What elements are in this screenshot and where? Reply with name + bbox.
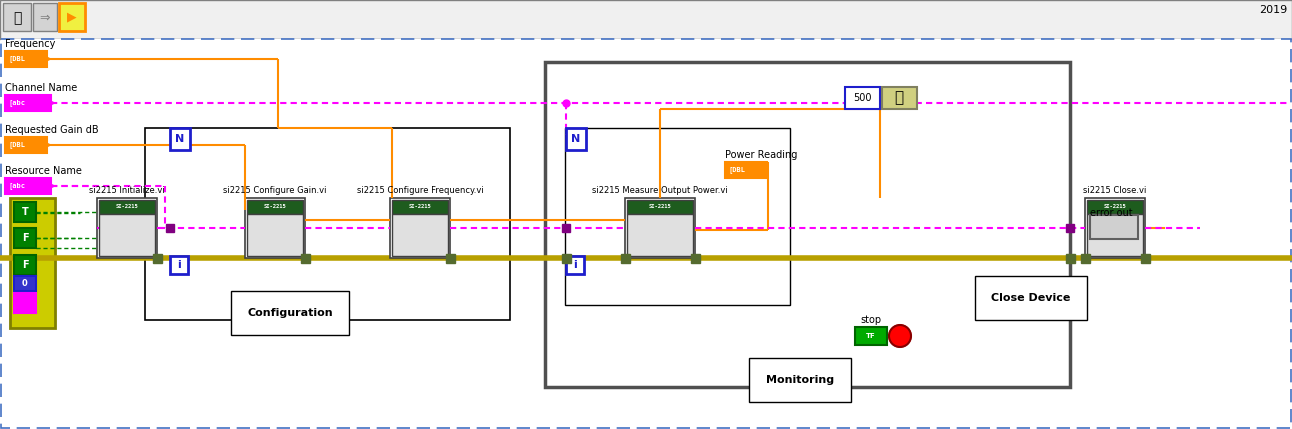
Bar bbox=[301, 254, 310, 263]
Bar bbox=[845, 87, 880, 109]
Bar bbox=[391, 200, 448, 214]
Text: [abc: [abc bbox=[9, 100, 26, 106]
Text: si2215 Configure Frequency.vi: si2215 Configure Frequency.vi bbox=[357, 186, 483, 195]
Text: Frequency: Frequency bbox=[5, 39, 56, 49]
Text: error out: error out bbox=[1090, 208, 1133, 218]
Text: ✋: ✋ bbox=[13, 11, 21, 25]
Bar bbox=[1066, 224, 1074, 232]
Bar bbox=[5, 137, 47, 153]
Bar bbox=[5, 51, 47, 67]
Bar bbox=[621, 254, 630, 263]
Bar bbox=[562, 254, 571, 263]
Text: SI-2215: SI-2215 bbox=[408, 205, 432, 209]
Bar bbox=[545, 62, 1070, 387]
Text: N: N bbox=[176, 134, 185, 144]
Text: i: i bbox=[177, 260, 181, 270]
Bar bbox=[627, 214, 693, 256]
Text: [abc: [abc bbox=[9, 183, 26, 190]
Bar bbox=[165, 224, 174, 232]
Text: SI-2215: SI-2215 bbox=[649, 205, 672, 209]
Text: SI-2215: SI-2215 bbox=[115, 205, 138, 209]
Text: SI-2215: SI-2215 bbox=[1103, 205, 1127, 209]
Text: Configuration: Configuration bbox=[247, 308, 333, 318]
Text: stop: stop bbox=[860, 315, 881, 325]
Text: ⇒: ⇒ bbox=[40, 12, 50, 24]
Text: F: F bbox=[22, 233, 28, 243]
Bar bbox=[14, 202, 36, 222]
Bar bbox=[14, 293, 36, 313]
Text: F: F bbox=[22, 260, 28, 270]
Bar bbox=[99, 200, 155, 214]
Text: Requested Gain dB: Requested Gain dB bbox=[5, 125, 98, 135]
Bar bbox=[59, 3, 85, 31]
Text: 0: 0 bbox=[22, 278, 28, 287]
Bar bbox=[1066, 254, 1075, 263]
Text: Monitoring: Monitoring bbox=[766, 375, 835, 385]
Bar bbox=[566, 256, 584, 274]
Bar bbox=[3, 3, 31, 31]
Bar bbox=[562, 224, 570, 232]
Text: N: N bbox=[571, 134, 580, 144]
Bar bbox=[391, 214, 448, 256]
Circle shape bbox=[889, 325, 911, 347]
Bar bbox=[247, 214, 304, 256]
Text: TF: TF bbox=[866, 333, 876, 339]
Bar bbox=[14, 228, 36, 248]
Bar bbox=[245, 198, 305, 258]
Bar bbox=[1087, 214, 1143, 256]
Text: Close Device: Close Device bbox=[991, 293, 1071, 303]
Text: ▶: ▶ bbox=[67, 10, 76, 24]
Bar bbox=[882, 87, 917, 109]
Bar bbox=[625, 198, 695, 258]
Bar bbox=[14, 276, 36, 291]
Bar bbox=[566, 128, 587, 150]
Text: [DBL: [DBL bbox=[9, 142, 26, 148]
Text: 2019: 2019 bbox=[1258, 5, 1287, 15]
Bar bbox=[10, 198, 56, 328]
Text: i: i bbox=[574, 260, 576, 270]
Text: Resource Name: Resource Name bbox=[5, 166, 81, 176]
Bar bbox=[1081, 254, 1090, 263]
Bar bbox=[725, 162, 767, 178]
Bar bbox=[152, 254, 162, 263]
Bar bbox=[34, 3, 57, 31]
Text: Power Reading: Power Reading bbox=[725, 150, 797, 160]
Bar bbox=[1085, 198, 1145, 258]
Text: si2215 Close.vi: si2215 Close.vi bbox=[1083, 186, 1147, 195]
Bar bbox=[1090, 215, 1138, 239]
Bar bbox=[247, 200, 304, 214]
Bar bbox=[1087, 200, 1143, 214]
Text: si2215 Initialize.vi: si2215 Initialize.vi bbox=[89, 186, 165, 195]
Bar bbox=[145, 128, 510, 320]
Bar bbox=[446, 254, 455, 263]
Bar bbox=[0, 0, 1292, 39]
Bar bbox=[97, 198, 158, 258]
Bar bbox=[1141, 254, 1150, 263]
Bar bbox=[855, 327, 888, 345]
Bar bbox=[565, 128, 789, 305]
Bar bbox=[5, 178, 50, 194]
Text: [DBL: [DBL bbox=[729, 166, 745, 173]
Text: 500: 500 bbox=[853, 93, 871, 103]
Text: Channel Name: Channel Name bbox=[5, 83, 78, 93]
Bar bbox=[99, 214, 155, 256]
Text: si2215 Configure Gain.vi: si2215 Configure Gain.vi bbox=[224, 186, 327, 195]
Text: [DBL: [DBL bbox=[9, 55, 26, 63]
Text: ⏱: ⏱ bbox=[894, 91, 903, 106]
Bar bbox=[171, 256, 189, 274]
Text: si2215 Measure Output Power.vi: si2215 Measure Output Power.vi bbox=[592, 186, 727, 195]
Text: SI-2215: SI-2215 bbox=[264, 205, 287, 209]
Text: T: T bbox=[22, 207, 28, 217]
Bar bbox=[691, 254, 700, 263]
Bar bbox=[390, 198, 450, 258]
Bar bbox=[14, 255, 36, 275]
Bar bbox=[627, 200, 693, 214]
Bar bbox=[171, 128, 190, 150]
Bar bbox=[5, 95, 50, 111]
